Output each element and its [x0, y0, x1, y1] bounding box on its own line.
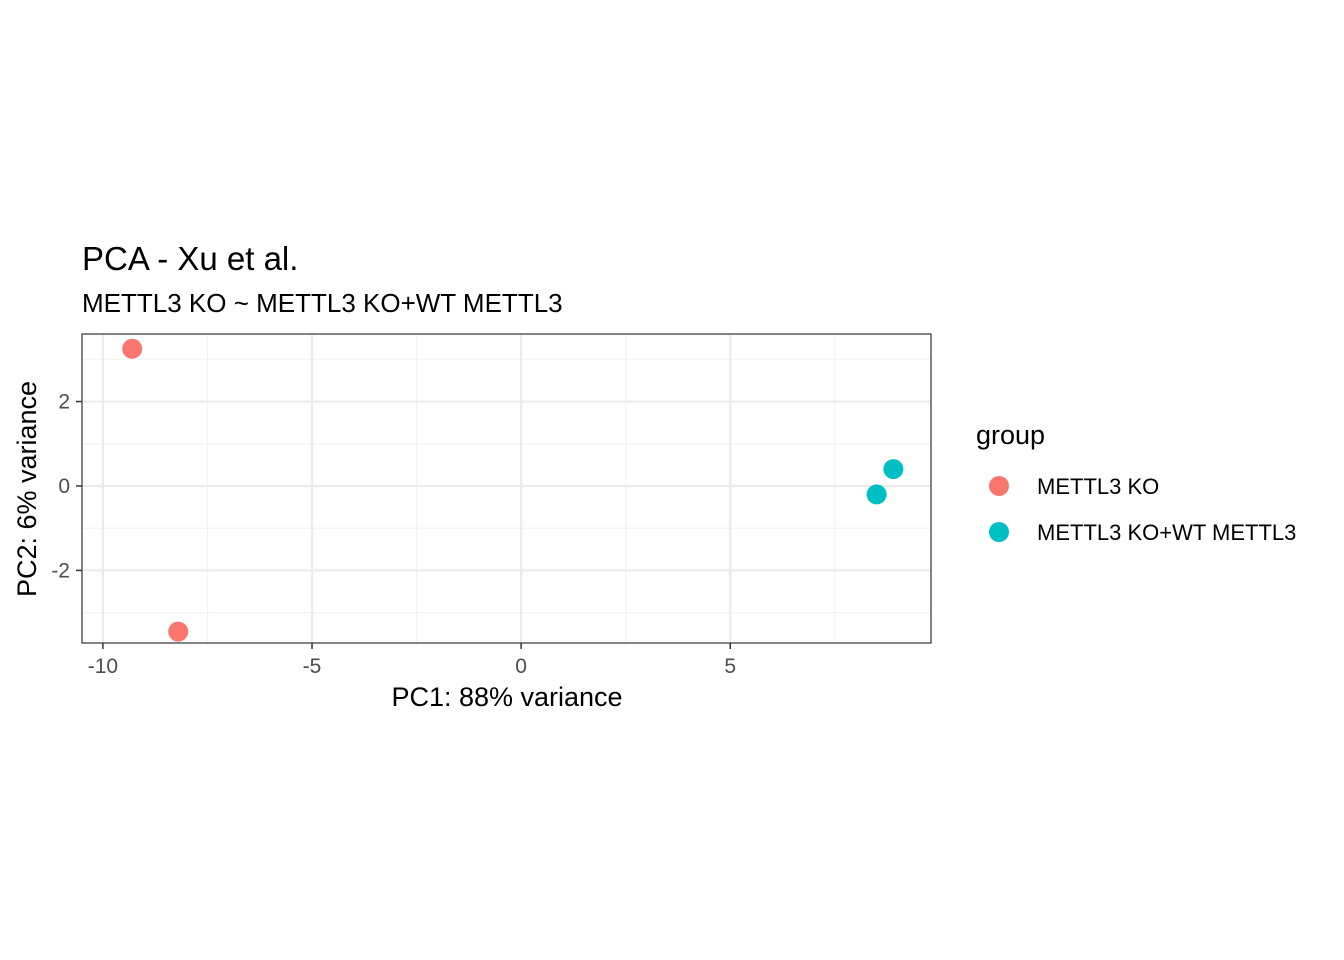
x-axis-title: PC1: 88% variance [391, 682, 622, 712]
y-tick-label: 2 [58, 391, 70, 414]
y-tick-label: 0 [58, 475, 70, 498]
legend: group METTL3 KO METTL3 KO+WT METTL3 [976, 420, 1296, 545]
x-tick-label: 5 [724, 655, 736, 678]
y-axis-title: PC2: 6% variance [12, 381, 42, 597]
x-tick-label: 0 [515, 655, 527, 678]
legend-key [989, 476, 1009, 496]
chart-subtitle: METTL3 KO ~ METTL3 KO+WT METTL3 [82, 288, 563, 318]
panel-background [82, 334, 931, 643]
data-point [883, 459, 904, 480]
legend-key [989, 522, 1009, 542]
data-point [168, 621, 189, 642]
legend-label: METTL3 KO+WT METTL3 [1037, 520, 1296, 545]
data-point [866, 484, 887, 505]
y-tick-label: -2 [51, 559, 70, 582]
minor-gridlines [82, 334, 931, 643]
x-tick-label: -5 [303, 655, 322, 678]
legend-title: group [976, 420, 1045, 450]
x-tick-label: -10 [88, 655, 118, 678]
legend-items: METTL3 KO METTL3 KO+WT METTL3 [989, 474, 1296, 545]
x-axis: -10 -5 0 5 [88, 643, 736, 678]
data-points [122, 338, 904, 642]
chart-title: PCA - Xu et al. [82, 240, 298, 277]
plot-panel [81, 333, 932, 644]
y-axis: -2 0 2 [51, 391, 82, 582]
major-gridlines [82, 334, 931, 643]
panel-border [81, 333, 932, 644]
legend-label: METTL3 KO [1037, 474, 1159, 499]
data-point [122, 338, 143, 359]
